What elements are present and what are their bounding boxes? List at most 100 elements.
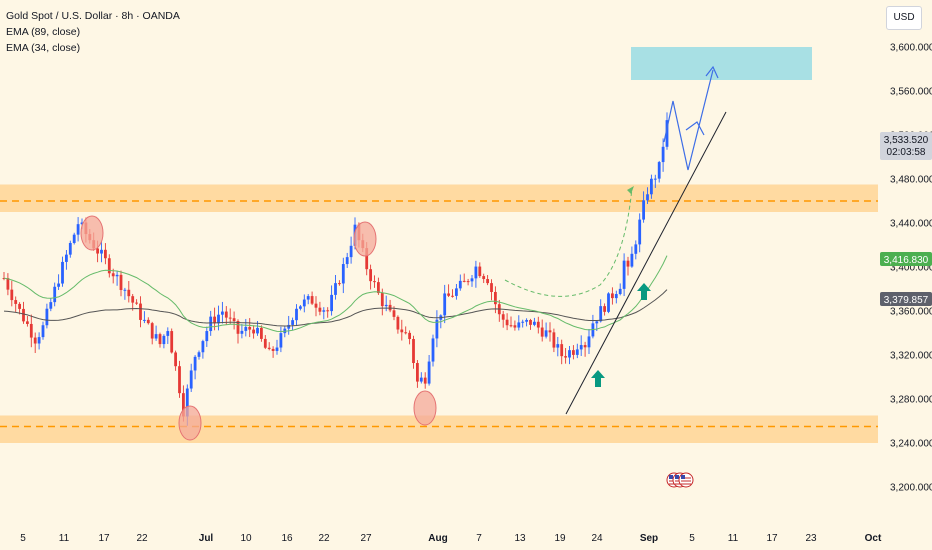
candle: [435, 310, 439, 348]
ema89-line: [3, 289, 668, 327]
candle: [349, 236, 353, 264]
candle-body: [611, 293, 614, 299]
candle: [568, 346, 571, 365]
candle-body: [338, 283, 341, 285]
candle: [603, 303, 606, 316]
candle-body: [267, 347, 271, 349]
symbol-title[interactable]: Gold Spot / U.S. Dollar · 8h · OANDA: [6, 10, 180, 22]
candle: [205, 326, 209, 347]
candle-body: [466, 281, 470, 283]
last-price-tag-text: 3,533.520: [884, 135, 929, 146]
candle: [49, 298, 53, 312]
candle: [501, 310, 505, 328]
candle-body: [127, 289, 131, 297]
candle-body: [326, 310, 330, 312]
candle: [650, 174, 653, 199]
candle-body: [174, 352, 177, 367]
candle-body: [653, 178, 657, 180]
y-tick-label: 3,280.000: [890, 395, 932, 406]
candle: [521, 319, 525, 328]
x-tick-label: 11: [59, 533, 70, 544]
last-price-tag-text: 02:03:58: [887, 147, 926, 158]
x-tick-label: Aug: [428, 533, 447, 544]
candle-body: [170, 331, 174, 353]
x-tick-label: 24: [591, 533, 603, 544]
x-tick-label: 11: [728, 533, 739, 544]
candle: [458, 274, 462, 291]
ema34-price-tag: 3,416.830: [880, 252, 932, 266]
ema-layer: [3, 255, 668, 333]
candle: [158, 332, 162, 348]
candle-body: [306, 296, 310, 300]
candle-body: [646, 194, 649, 201]
candle-body: [256, 327, 259, 334]
x-tick-label: 27: [360, 533, 372, 544]
candle-body: [248, 326, 252, 330]
candle-body: [408, 332, 411, 339]
candle-body: [314, 303, 318, 308]
candle: [189, 363, 193, 392]
candle-body: [575, 349, 579, 355]
candle: [412, 335, 415, 369]
candle-body: [377, 282, 380, 294]
candle-body: [252, 329, 255, 334]
candle-body: [310, 296, 314, 304]
candle-body: [189, 370, 193, 389]
candle: [100, 240, 103, 263]
candle: [57, 274, 60, 290]
candle: [143, 311, 146, 324]
candle-body: [650, 178, 653, 195]
candle-body: [423, 377, 427, 384]
candle: [61, 256, 64, 287]
candle-body: [221, 311, 224, 315]
currency-button[interactable]: USD: [886, 6, 922, 30]
candle-body: [291, 320, 294, 325]
candle-body: [634, 244, 638, 254]
candle-body: [22, 308, 25, 322]
candle: [252, 325, 255, 339]
candle: [548, 322, 552, 342]
candle: [150, 321, 154, 345]
candle-body: [396, 316, 400, 330]
x-tick-label: Sep: [640, 533, 658, 544]
y-tick-label: 3,360.000: [890, 307, 932, 318]
candle-body: [49, 302, 53, 309]
candle-body: [135, 302, 138, 304]
indicator-ema34[interactable]: EMA (34, close): [6, 42, 81, 54]
last-price-tag-bg: [880, 132, 932, 160]
candle: [26, 315, 29, 327]
candle: [345, 252, 349, 268]
candle-body: [622, 260, 626, 289]
candle: [240, 324, 244, 339]
candle-body: [263, 338, 267, 348]
candle-body: [529, 319, 532, 325]
candle: [72, 232, 76, 245]
swing-point-circle: [178, 405, 202, 441]
candle: [68, 240, 72, 258]
candle-body: [205, 331, 209, 342]
candle: [517, 315, 521, 331]
candle: [326, 307, 330, 318]
y-tick-label: 3,200.000: [890, 483, 932, 494]
candle: [310, 291, 314, 306]
candle: [33, 332, 37, 354]
candle-body: [657, 162, 661, 179]
y-tick-label: 3,560.000: [890, 87, 932, 98]
candle: [127, 281, 131, 303]
candle: [552, 328, 556, 353]
candle: [45, 303, 49, 329]
candle: [540, 319, 544, 342]
candle-body: [178, 366, 181, 394]
candle-body: [115, 274, 119, 277]
candle-body: [53, 286, 57, 303]
candle: [607, 292, 610, 314]
candle-body: [166, 331, 170, 336]
candle: [408, 330, 411, 345]
candle-body: [345, 257, 349, 265]
candle-body: [419, 377, 423, 382]
candle-body: [544, 330, 548, 337]
candle: [201, 339, 205, 359]
indicator-ema89[interactable]: EMA (89, close): [6, 26, 81, 38]
